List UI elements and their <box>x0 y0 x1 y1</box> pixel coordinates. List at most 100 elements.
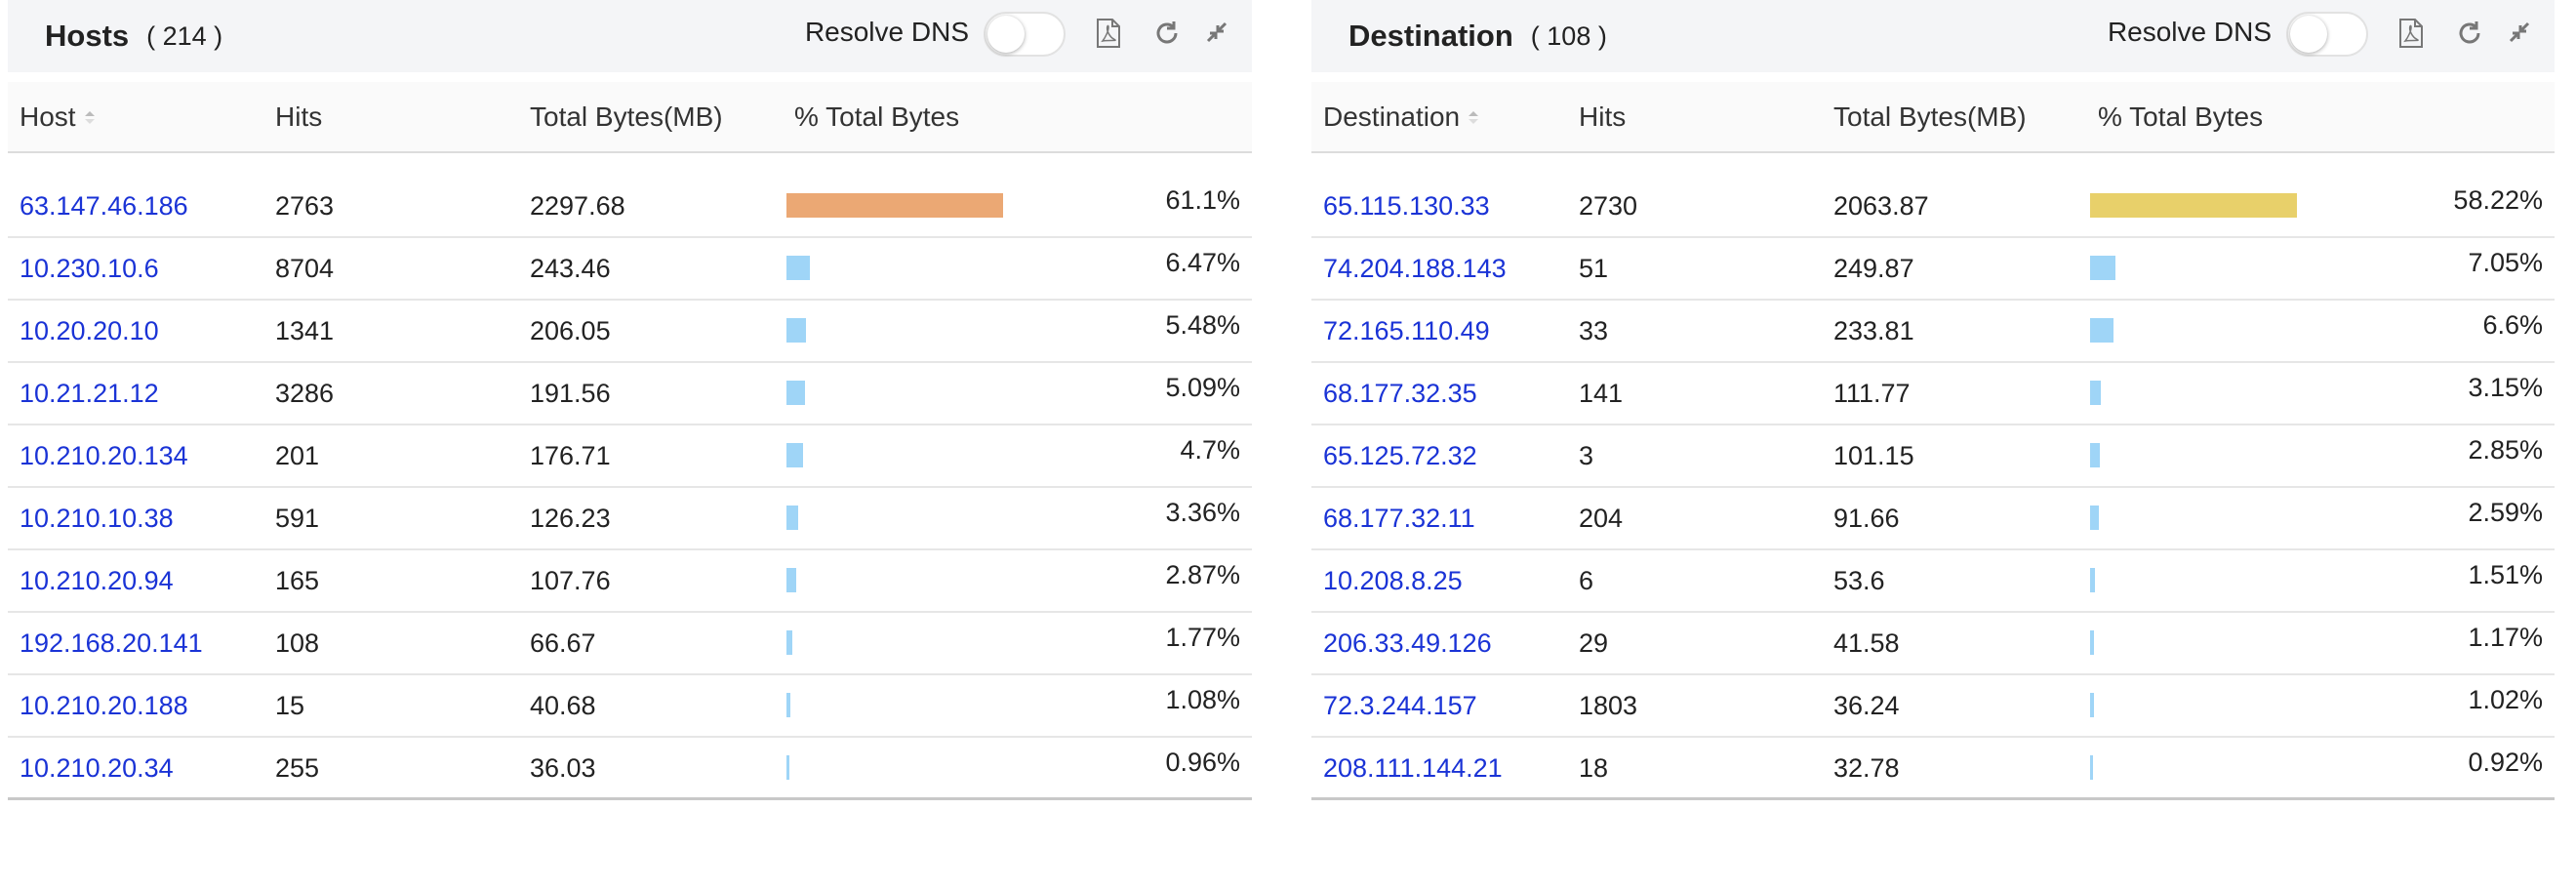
hits-cell: 2763 <box>275 190 335 221</box>
resolve-dns-toggle[interactable] <box>984 12 1066 57</box>
hits-cell: 204 <box>1579 503 1624 533</box>
panel-title: Hosts <box>45 19 130 53</box>
bytes-cell: 66.67 <box>530 627 596 658</box>
ip-link[interactable]: 72.165.110.49 <box>1323 315 1490 345</box>
collapse-icon[interactable] <box>1206 21 1228 43</box>
bytes-cell: 126.23 <box>530 503 611 533</box>
bytes-cell: 249.87 <box>1833 253 1914 283</box>
panel-title: Destination <box>1348 19 1513 53</box>
panel-count: ( 214 ) <box>146 20 223 51</box>
table-row: 10.21.21.12 3286 191.56 5.09% <box>8 363 1252 425</box>
column-header[interactable]: % Total Bytes <box>2098 82 2263 151</box>
ip-link[interactable]: 10.210.20.94 <box>20 565 174 595</box>
column-header[interactable]: Total Bytes(MB) <box>530 82 723 151</box>
percent-bar <box>2090 568 2096 592</box>
panel-count: ( 108 ) <box>1530 20 1607 51</box>
ip-link[interactable]: 68.177.32.11 <box>1323 503 1475 533</box>
ip-link[interactable]: 65.115.130.33 <box>1323 190 1490 221</box>
ip-link[interactable]: 65.125.72.32 <box>1323 440 1477 470</box>
ip-link[interactable]: 10.230.10.6 <box>20 253 159 283</box>
percent-label: 1.51% <box>2468 559 2543 589</box>
ip-link[interactable]: 10.210.10.38 <box>20 503 174 533</box>
hits-cell: 201 <box>275 440 320 470</box>
percent-label: 0.96% <box>1165 747 1240 777</box>
table-row: 206.33.49.126 29 41.58 1.17% <box>1311 613 2555 675</box>
ip-link[interactable]: 74.204.188.143 <box>1323 253 1507 283</box>
hits-cell: 255 <box>275 752 320 783</box>
refresh-icon[interactable] <box>1152 19 1182 48</box>
ip-link[interactable]: 10.208.8.25 <box>1323 565 1463 595</box>
hits-cell: 3286 <box>275 378 335 408</box>
column-header-text: Total Bytes(MB) <box>1833 101 2027 132</box>
sort-glyph <box>1469 110 1479 124</box>
bytes-cell: 111.77 <box>1833 378 1911 408</box>
hits-cell: 141 <box>1579 378 1624 408</box>
table-row: 208.111.144.21 18 32.78 0.92% <box>1311 738 2555 800</box>
ip-link[interactable]: 63.147.46.186 <box>20 190 188 221</box>
percent-label: 2.59% <box>2468 497 2543 527</box>
table-row: 10.210.20.188 15 40.68 1.08% <box>8 675 1252 738</box>
percent-label: 58.22% <box>2453 184 2543 215</box>
ip-link[interactable]: 10.21.21.12 <box>20 378 159 408</box>
pdf-icon[interactable] <box>2398 18 2424 49</box>
ip-link[interactable]: 68.177.32.35 <box>1323 378 1477 408</box>
table-row: 72.3.244.157 1803 36.24 1.02% <box>1311 675 2555 738</box>
bytes-cell: 233.81 <box>1833 315 1914 345</box>
title-group: Destination ( 108 ) <box>1348 0 1607 72</box>
percent-bar <box>786 693 790 717</box>
refresh-icon[interactable] <box>2455 19 2484 48</box>
pdf-icon[interactable] <box>1096 18 1121 49</box>
table-row: 72.165.110.49 33 233.81 6.6% <box>1311 301 2555 363</box>
ip-link[interactable]: 10.210.20.34 <box>20 752 174 783</box>
hits-cell: 8704 <box>275 253 335 283</box>
toggle-knob <box>987 16 1025 53</box>
column-header-text: Host <box>20 101 76 132</box>
bytes-cell: 101.15 <box>1833 440 1914 470</box>
pdf-glyph <box>2399 19 2423 48</box>
resolve-dns-label: Resolve DNS <box>2107 17 2272 47</box>
column-header[interactable]: Hits <box>275 82 322 151</box>
bytes-cell: 206.05 <box>530 315 611 345</box>
table-row: 68.177.32.11 204 91.66 2.59% <box>1311 488 2555 550</box>
column-header[interactable]: % Total Bytes <box>794 82 959 151</box>
percent-bar <box>2090 318 2114 343</box>
bytes-cell: 41.58 <box>1833 627 1900 658</box>
table-row: 10.210.20.94 165 107.76 2.87% <box>8 550 1252 613</box>
percent-bar <box>786 568 797 592</box>
ip-link[interactable]: 208.111.144.21 <box>1323 752 1503 783</box>
percent-bar <box>786 381 805 405</box>
column-header[interactable]: Host <box>20 82 96 151</box>
table-row: 10.208.8.25 6 53.6 1.51% <box>1311 550 2555 613</box>
column-header[interactable]: Destination <box>1323 82 1479 151</box>
collapse-icon[interactable] <box>2509 21 2530 43</box>
column-header-row: Host Hits Total Bytes(MB) % Total Bytes <box>8 82 1252 153</box>
column-header-row: Destination Hits Total Bytes(MB) % Total By… <box>1311 82 2555 153</box>
bytes-cell: 243.46 <box>530 253 611 283</box>
resolve-dns-toggle[interactable] <box>2286 12 2368 57</box>
ip-link[interactable]: 192.168.20.141 <box>20 627 203 658</box>
bytes-cell: 32.78 <box>1833 752 1900 783</box>
hits-cell: 33 <box>1579 315 1609 345</box>
ip-link[interactable]: 206.33.49.126 <box>1323 627 1492 658</box>
hits-cell: 108 <box>275 627 320 658</box>
ip-link[interactable]: 72.3.244.157 <box>1323 690 1477 720</box>
pdf-glyph <box>1097 19 1120 48</box>
percent-bar <box>786 506 799 530</box>
panel-header: Hosts ( 214 ) Resolve DNS <box>8 0 1252 72</box>
column-header[interactable]: Total Bytes(MB) <box>1833 82 2027 151</box>
column-header-text: Total Bytes(MB) <box>530 101 723 132</box>
percent-label: 3.15% <box>2468 372 2543 402</box>
panel: Destination ( 108 ) Resolve DNS Destination… <box>1311 0 2555 810</box>
hits-cell: 1341 <box>275 315 335 345</box>
percent-bar <box>786 193 1004 218</box>
ip-link[interactable]: 10.20.20.10 <box>20 315 159 345</box>
table-row: 10.210.20.134 201 176.71 4.7% <box>8 425 1252 488</box>
ip-link[interactable]: 10.210.20.188 <box>20 690 188 720</box>
hits-cell: 165 <box>275 565 320 595</box>
column-header[interactable]: Hits <box>1579 82 1626 151</box>
ip-link[interactable]: 10.210.20.134 <box>20 440 188 470</box>
refresh-glyph <box>1156 21 1178 44</box>
percent-bar <box>786 630 793 655</box>
percent-bar <box>2090 755 2094 780</box>
